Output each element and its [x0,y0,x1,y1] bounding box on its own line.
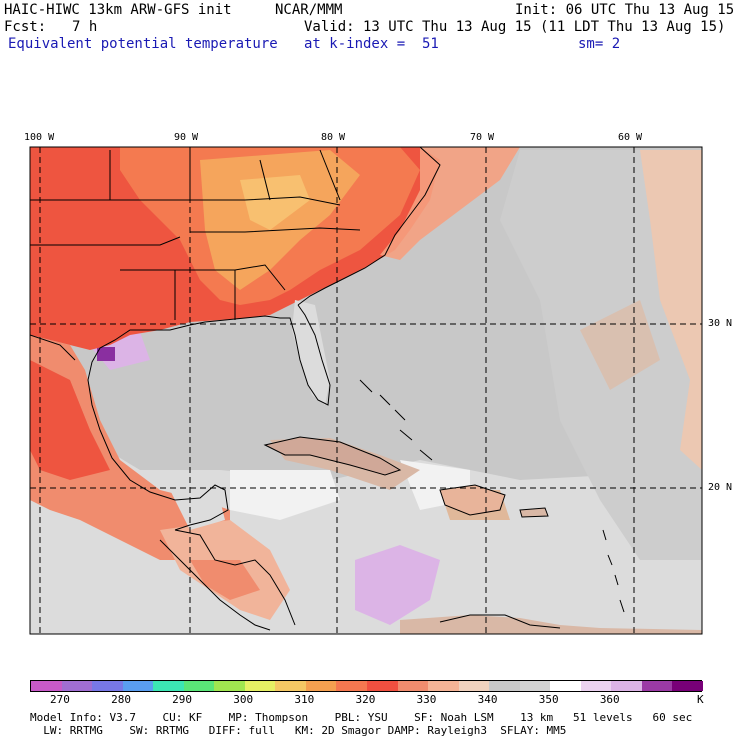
colorbar-swatch [122,681,154,691]
forecast-hour: 7 h [72,19,98,35]
lat-label-30n: 30 N [708,318,733,329]
valid-time: Valid: 13 UTC Thu 13 Aug 15 (11 LDT Thu … [304,19,726,35]
colorbar-swatch [672,681,704,691]
model-info-line1: Model Info: V3.7 CU: KF MP: Thompson PBL… [30,711,693,724]
colorbar-swatch [428,681,460,691]
colorbar-swatch [275,681,307,691]
colorbar [30,680,704,692]
colorbar-tick-label: 280 [111,693,131,706]
colorbar-swatch [214,681,246,691]
colorbar-tick-label: 310 [294,693,315,706]
colorbar-swatch [244,681,276,691]
colorbar-tick-label: 290 [172,693,193,706]
colorbar-swatch [550,681,582,691]
colorbar-swatch [183,681,215,691]
colorbar-tick-label: 340 [477,693,498,706]
colorbar-swatch [458,681,490,691]
colorbar-swatch [580,681,612,691]
lon-label-100w: 100 W [24,132,55,143]
colorbar-tick-label: 320 [355,693,376,706]
smoothing-value: sm= 2 [578,36,621,52]
colorbar-tick-label: 300 [233,693,254,706]
colorbar-tick-label: 270 [50,693,70,706]
colorbar-swatch [305,681,337,691]
colorbar-swatch [336,681,368,691]
colorbar-swatch [367,681,399,691]
colorbar-swatch [641,681,673,691]
colorbar-swatch [611,681,643,691]
colorbar-swatch [519,681,551,691]
lon-label-70w: 70 W [470,132,495,143]
colorbar-tick-label: 360 [599,693,620,706]
lon-label-80w: 80 W [321,132,346,143]
lon-label-90w: 90 W [174,132,199,143]
center-label: NCAR/MMM [275,2,343,18]
colorbar-swatch [92,681,124,691]
forecast-label: Fcst: [4,19,47,35]
init-time: Init: 06 UTC Thu 13 Aug 15 [515,2,735,18]
colorbar-swatch [489,681,521,691]
level-index: at k-index = 51 [304,36,439,52]
colorbar-tick-label: 350 [538,693,559,706]
colorbar-swatch [397,681,429,691]
colorbar-swatch [153,681,185,691]
model-info-line2: LW: RRTMG SW: RRTMG DIFF: full KM: 2D Sm… [30,724,567,737]
colorbar-swatch [31,681,63,691]
colorbar-tick-label: 330 [416,693,437,706]
lon-label-60w: 60 W [618,132,643,143]
model-title: HAIC-HIWC 13km ARW-GFS init [4,2,232,18]
colorbar-swatch [61,681,93,691]
field-name: Equivalent potential temperature [8,36,278,52]
colorbar-unit: K [697,693,704,706]
lat-label-20n: 20 N [708,482,733,493]
